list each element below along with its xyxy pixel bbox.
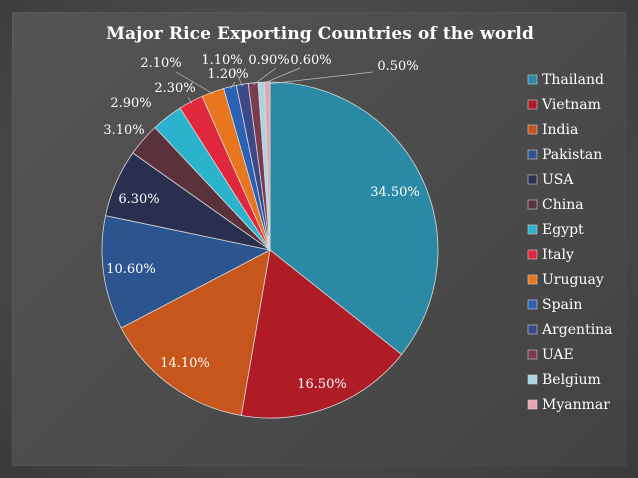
- legend-label-uae: UAE: [542, 347, 574, 363]
- legend-swatch-uae: [527, 349, 538, 360]
- legend-label-usa: USA: [542, 172, 574, 188]
- legend-swatch-pakistan: [527, 149, 538, 160]
- data-label-vietnam: 16.50%: [297, 377, 347, 392]
- legend-label-india: India: [542, 122, 578, 138]
- legend-label-china: China: [542, 197, 584, 213]
- legend-swatch-belgium: [527, 374, 538, 385]
- data-label-uruguay: 2.10%: [140, 56, 181, 71]
- data-label-china: 3.10%: [103, 123, 144, 138]
- legend-swatch-myanmar: [527, 399, 538, 410]
- data-label-argentina: 1.10%: [201, 53, 242, 68]
- legend-label-thailand: Thailand: [542, 72, 604, 88]
- data-label-uae: 0.90%: [248, 53, 289, 68]
- leader-line-argentina: [233, 67, 243, 87]
- legend-label-pakistan: Pakistan: [542, 147, 602, 163]
- data-label-belgium: 0.60%: [290, 53, 331, 68]
- legend-swatch-egypt: [527, 224, 538, 235]
- slice-pakistan: [101, 215, 272, 329]
- legend-swatch-usa: [527, 174, 538, 185]
- legend-swatch-spain: [527, 299, 538, 310]
- legend-swatch-vietnam: [527, 99, 538, 110]
- data-label-myanmar: 0.50%: [377, 59, 418, 74]
- legend-swatch-italy: [527, 249, 538, 260]
- legend-swatch-india: [527, 124, 538, 135]
- legend-label-myanmar: Myanmar: [542, 397, 610, 413]
- data-label-pakistan: 10.60%: [106, 262, 156, 277]
- data-label-italy: 2.30%: [154, 81, 195, 96]
- legend-label-belgium: Belgium: [542, 372, 601, 388]
- data-label-thailand: 34.50%: [370, 185, 420, 200]
- data-label-usa: 6.30%: [118, 192, 159, 207]
- chart-title: Major Rice Exporting Countries of the wo…: [106, 24, 534, 44]
- slice-india: [120, 249, 271, 416]
- leader-line-italy: [187, 96, 193, 104]
- legend-label-spain: Spain: [542, 297, 582, 313]
- legend-swatch-china: [527, 199, 538, 210]
- legend-label-vietnam: Vietnam: [541, 97, 601, 113]
- legend-label-egypt: Egypt: [542, 222, 584, 238]
- data-label-egypt: 2.90%: [110, 96, 151, 111]
- legend-swatch-thailand: [527, 74, 538, 85]
- legend-label-argentina: Argentina: [541, 322, 613, 338]
- data-label-spain: 1.20%: [207, 67, 248, 82]
- legend-swatch-uruguay: [527, 274, 538, 285]
- leader-line-belgium: [261, 67, 301, 85]
- data-label-india: 14.10%: [160, 356, 210, 371]
- legend-label-italy: Italy: [542, 247, 574, 263]
- slice-myanmar: [264, 81, 271, 251]
- slice-thailand: [269, 81, 439, 356]
- legend-swatch-argentina: [527, 324, 538, 335]
- leader-line-uae: [253, 67, 277, 86]
- slice-vietnam: [240, 249, 403, 419]
- leader-line-uruguay: [175, 71, 214, 95]
- leader-line-myanmar: [267, 71, 374, 85]
- legend-label-uruguay: Uruguay: [542, 272, 604, 288]
- leader-line-spain: [230, 81, 236, 89]
